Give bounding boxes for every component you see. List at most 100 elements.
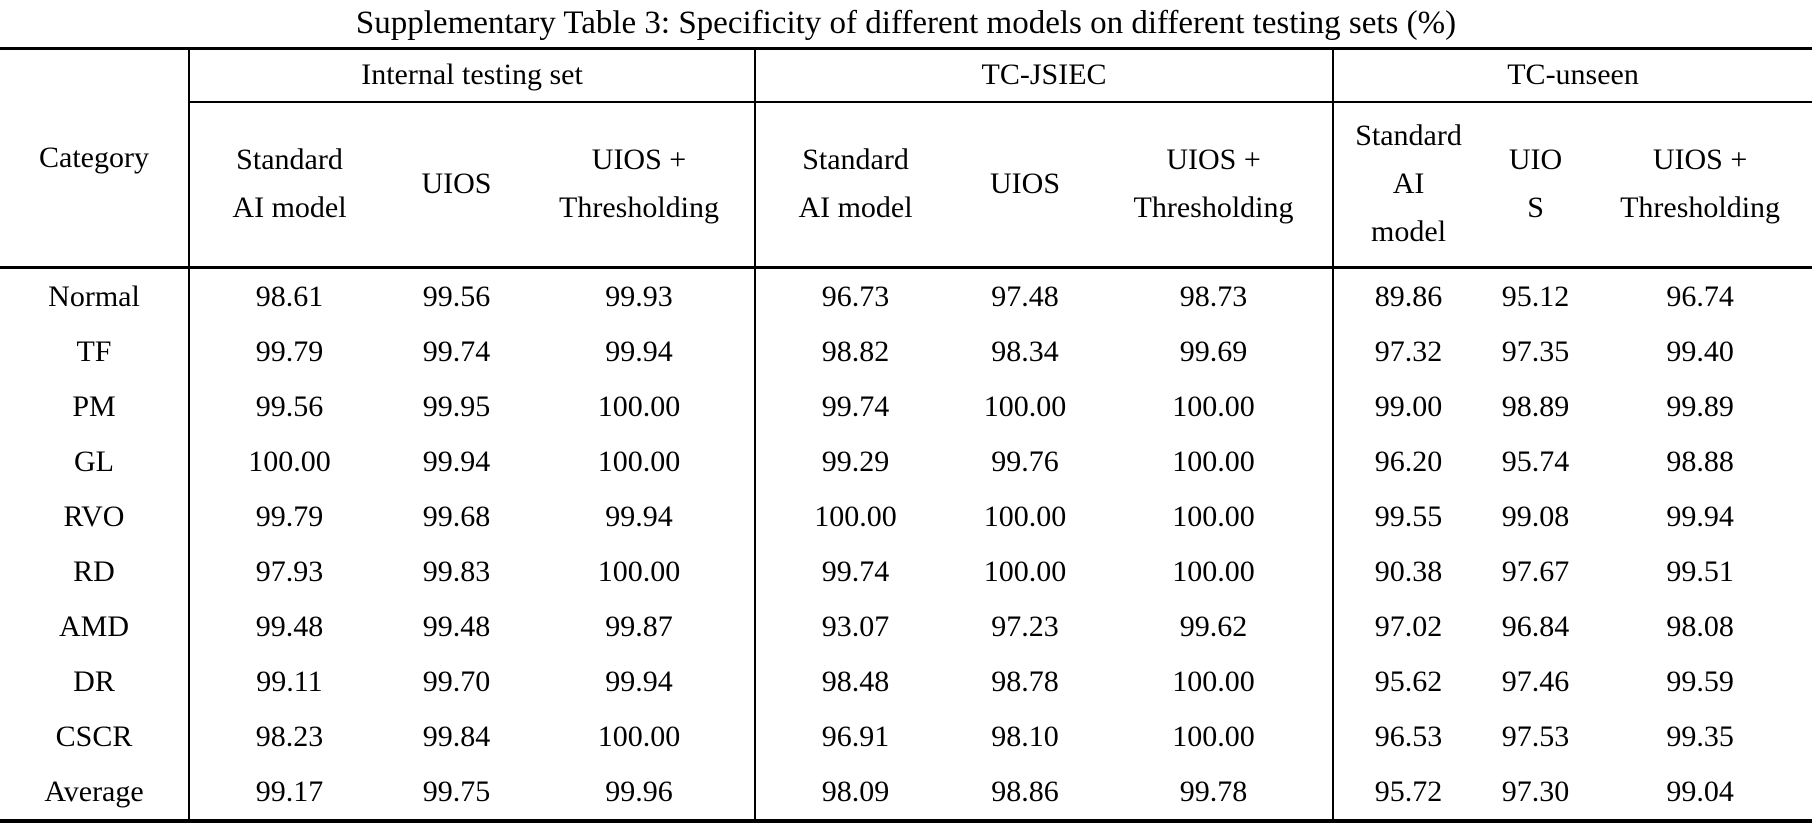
table-row-tf: TF 99.79 99.74 99.94 98.82 98.34 99.69 97.32 97.… — [0, 324, 1812, 379]
value-cell: 99.51 — [1666, 555, 1734, 588]
subheader-uios-thresholding: UIOS + Thresholding — [1588, 101, 1812, 269]
value-cell: 97.93 — [255, 555, 324, 588]
value-cell: 99.84 — [422, 720, 491, 753]
value-cell: 96.73 — [821, 280, 890, 313]
value-cell: 97.30 — [1501, 775, 1570, 808]
value-cell: 89.86 — [1374, 280, 1443, 313]
subheader-line: UIOS + — [1166, 143, 1261, 177]
value-cell: 99.04 — [1666, 775, 1734, 808]
subheader-uios: UIO S — [1483, 101, 1589, 269]
subheader-standard-ai-model: Standard AI model — [1333, 101, 1484, 269]
table-body: Normal 98.61 99.56 99.93 96.73 97.48 98.73 89.8… — [0, 267, 1812, 821]
value-cell: 96.20 — [1374, 445, 1443, 478]
subheader-line: Thresholding — [1620, 191, 1781, 225]
value-cell: 100.00 — [524, 544, 757, 599]
value-cell: 100.00 — [1095, 544, 1335, 599]
category-cell: TF — [0, 324, 190, 379]
value-cell: 98.09 — [821, 775, 890, 808]
subheader-line: model — [1371, 215, 1447, 249]
value-cell: 96.74 — [1666, 280, 1734, 313]
value-cell: 99.74 — [422, 335, 491, 368]
value-cell: 100.00 — [524, 379, 757, 434]
group-header-tc-jsiec: TC-JSIEC — [755, 48, 1335, 103]
value-cell: 95.74 — [1501, 445, 1570, 478]
value-cell: 95.72 — [1374, 775, 1443, 808]
value-cell: 100.00 — [248, 445, 331, 478]
table-row-gl: GL 100.00 99.94 100.00 99.29 99.76 100.00 96.20… — [0, 434, 1812, 489]
subheader-line: Standard — [802, 143, 909, 177]
value-cell: 90.38 — [1374, 555, 1443, 588]
group-header-tc-unseen: TC-unseen — [1333, 48, 1812, 103]
value-cell: 99.87 — [524, 599, 757, 654]
table-header: Category Internal testing set TC-JSIEC TC-u… — [0, 48, 1812, 269]
category-cell: DR — [0, 654, 190, 709]
subheader-uios-thresholding: UIOS + Thresholding — [1095, 101, 1335, 269]
value-cell: 100.00 — [1095, 709, 1335, 764]
value-cell: 98.61 — [255, 280, 324, 313]
value-cell: 97.35 — [1501, 335, 1570, 368]
value-cell: 100.00 — [983, 390, 1067, 423]
category-cell: CSCR — [0, 709, 190, 764]
value-cell: 99.68 — [422, 500, 491, 533]
value-cell: 99.93 — [524, 267, 757, 324]
value-cell: 98.34 — [991, 335, 1059, 368]
subheader-line: Standard — [236, 143, 343, 177]
value-cell: 99.94 — [1666, 500, 1734, 533]
category-cell: Average — [0, 764, 190, 821]
value-cell: 99.11 — [256, 665, 323, 698]
value-cell: 99.89 — [1666, 390, 1734, 423]
group-header-row: Category Internal testing set TC-JSIEC TC-u… — [0, 48, 1812, 269]
subheader-line: UIOS — [421, 167, 492, 201]
value-cell: 98.78 — [991, 665, 1059, 698]
subheader-standard-ai-model: Standard AI model — [755, 101, 956, 269]
value-cell: 99.74 — [821, 390, 890, 423]
table-row-amd: AMD 99.48 99.48 99.87 93.07 97.23 99.62 97.02 96… — [0, 599, 1812, 654]
value-cell: 99.75 — [422, 775, 491, 808]
value-cell: 99.70 — [422, 665, 491, 698]
subheader-line: UIOS + — [1652, 143, 1748, 177]
value-cell: 99.56 — [422, 280, 491, 313]
subheader-line: Standard — [1355, 119, 1462, 153]
value-cell: 99.08 — [1501, 500, 1570, 533]
value-cell: 98.48 — [821, 665, 890, 698]
value-cell: 99.62 — [1095, 599, 1335, 654]
value-cell: 99.48 — [422, 610, 491, 643]
value-cell: 99.56 — [255, 390, 324, 423]
value-cell: 99.69 — [1095, 324, 1335, 379]
value-cell: 99.79 — [255, 500, 324, 533]
subheader-line: S — [1527, 191, 1544, 225]
value-cell: 96.53 — [1374, 720, 1443, 753]
value-cell: 99.96 — [524, 764, 757, 821]
specificity-table: Category Internal testing set TC-JSIEC TC-u… — [0, 47, 1812, 823]
value-cell: 100.00 — [1095, 434, 1335, 489]
table-row-cscr: CSCR 98.23 99.84 100.00 96.91 98.10 100.00 96.5… — [0, 709, 1812, 764]
value-cell: 97.02 — [1374, 610, 1443, 643]
value-cell: 100.00 — [1095, 654, 1335, 709]
value-cell: 99.55 — [1374, 500, 1443, 533]
value-cell: 99.29 — [821, 445, 890, 478]
value-cell: 96.91 — [821, 720, 890, 753]
subheader-row: Standard AI model UIOS UIOS + Thresholding St… — [0, 101, 1812, 269]
value-cell: 100.00 — [524, 709, 757, 764]
value-cell: 99.74 — [821, 555, 890, 588]
subheader-line: AI model — [798, 191, 913, 225]
value-cell: 100.00 — [814, 500, 897, 533]
value-cell: 97.67 — [1501, 555, 1570, 588]
category-column-header: Category — [0, 48, 190, 269]
value-cell: 99.59 — [1666, 665, 1734, 698]
value-cell: 98.88 — [1666, 445, 1734, 478]
value-cell: 99.40 — [1666, 335, 1734, 368]
value-cell: 99.17 — [255, 775, 324, 808]
value-cell: 99.83 — [422, 555, 491, 588]
value-cell: 99.48 — [255, 610, 324, 643]
value-cell: 98.08 — [1666, 610, 1734, 643]
value-cell: 100.00 — [983, 555, 1067, 588]
value-cell: 99.94 — [422, 445, 491, 478]
value-cell: 98.73 — [1095, 267, 1335, 324]
table-title: Supplementary Table 3: Specificity of di… — [355, 5, 1457, 41]
subheader-standard-ai-model: Standard AI model — [189, 101, 389, 269]
value-cell: 99.35 — [1666, 720, 1734, 753]
value-cell: 100.00 — [983, 500, 1067, 533]
value-cell: 99.78 — [1095, 764, 1335, 821]
